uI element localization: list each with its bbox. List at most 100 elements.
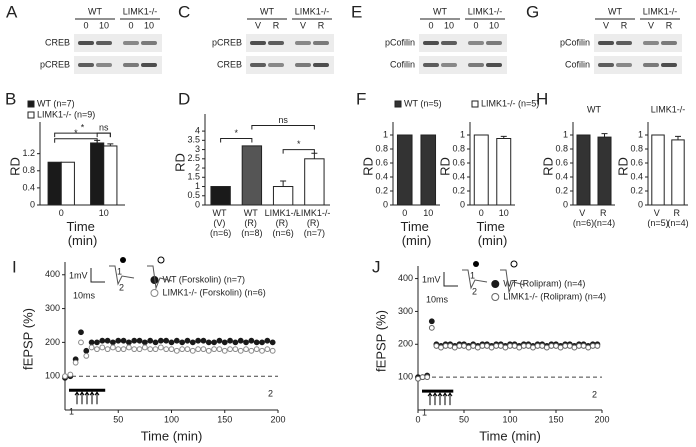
data-point — [415, 375, 421, 382]
blot-background — [419, 56, 507, 74]
data-point — [488, 344, 495, 351]
significance-label: * — [81, 123, 85, 133]
blot-band — [486, 63, 502, 67]
data-point — [110, 339, 116, 346]
lane-label: V — [300, 20, 306, 30]
data-point — [232, 346, 239, 353]
data-point — [136, 346, 143, 353]
data-point — [163, 337, 170, 344]
y-tick-label: 0.8 — [22, 165, 35, 175]
blot-band — [313, 41, 329, 45]
blot-band — [486, 41, 502, 45]
significance-label: ns — [99, 123, 109, 133]
data-point — [216, 337, 223, 344]
trace-marker — [473, 261, 479, 267]
data-point — [566, 343, 573, 349]
y-axis-label: fEPSP (%) — [20, 308, 35, 370]
y-tick-label: 0.6 — [452, 157, 465, 167]
y-tick-label: 1.5 — [187, 172, 200, 182]
y-tick-label: 0.4 — [22, 182, 35, 192]
blot-band — [78, 41, 94, 45]
data-point — [237, 337, 244, 344]
y-tick-label: 0.6 — [630, 157, 643, 167]
y-tick-label: 0 — [638, 199, 643, 209]
bar — [90, 142, 105, 206]
data-point — [83, 353, 90, 359]
data-point — [465, 344, 472, 351]
data-point — [227, 337, 233, 344]
y-tick-label: 0.8 — [375, 143, 388, 153]
lane-label: 10 — [444, 20, 454, 30]
annotation: 1 — [422, 408, 427, 418]
significance-bracket — [54, 138, 98, 143]
y-tick-label: 0.8 — [630, 143, 643, 153]
legend-label: LIMK1-/- (Rolipram) (n=4) — [503, 291, 606, 301]
blot-background — [594, 56, 682, 74]
bar — [241, 145, 263, 206]
data-point — [497, 343, 504, 349]
bar — [47, 161, 62, 206]
data-point — [179, 339, 186, 346]
y-tick-label: 1 — [383, 129, 388, 139]
blot-band — [250, 63, 266, 67]
data-point — [253, 346, 260, 353]
x-tick-label: 50 — [113, 414, 123, 424]
data-point — [195, 337, 202, 344]
group-label: LIMK1-/- — [468, 6, 503, 16]
y-axis-label: RD — [172, 153, 187, 172]
y-tick-label: 4 — [195, 125, 200, 135]
data-point — [543, 344, 550, 351]
scale-bar — [90, 268, 105, 283]
data-point — [232, 339, 239, 346]
lane-label: 0 — [128, 20, 133, 30]
y-tick-label: 2 — [195, 162, 200, 172]
data-point — [447, 343, 454, 349]
data-point — [511, 343, 518, 349]
data-point — [428, 318, 435, 325]
error-bar — [311, 152, 318, 159]
data-point — [557, 344, 564, 351]
error-bar — [675, 135, 681, 140]
significance-bracket — [220, 137, 253, 143]
blot-band — [123, 41, 139, 45]
lane-label: R — [273, 20, 280, 30]
x-tick-label: 100 — [502, 414, 517, 424]
data-point — [152, 339, 159, 346]
x-tick-label: 0 — [479, 208, 484, 218]
blot-band — [141, 63, 157, 67]
data-point — [248, 337, 255, 344]
legend-label: LIMK1-/- (Forskolin) (n=6) — [162, 287, 265, 297]
y-tick-label: 0.6 — [555, 157, 568, 167]
lane-label: 0 — [83, 20, 88, 30]
group-label: LIMK1-/- — [123, 6, 158, 16]
x-tick-label: 0 — [402, 208, 407, 218]
data-point — [168, 346, 175, 353]
data-point — [227, 346, 233, 353]
data-point — [62, 373, 68, 380]
data-point — [104, 346, 111, 353]
y-tick-label: 100 — [45, 371, 60, 381]
panel-letter: F — [356, 89, 366, 108]
y-tick-label: 1 — [460, 129, 465, 139]
data-point — [136, 337, 143, 344]
y-axis-label: RD — [360, 157, 375, 176]
stimulus-arrow — [79, 391, 85, 405]
significance-label: * — [234, 128, 238, 138]
data-point — [470, 343, 477, 349]
blot-band — [468, 63, 484, 67]
data-point — [147, 346, 154, 353]
data-point — [168, 339, 175, 346]
y-tick-label: 400 — [398, 273, 413, 283]
annotation: 10ms — [73, 290, 96, 300]
x-tick-label: WT (V) (n=6) — [210, 208, 231, 238]
row-label: Cofilin — [565, 59, 590, 69]
data-point — [104, 337, 111, 344]
row-label: CREB — [45, 37, 70, 47]
data-point — [152, 346, 159, 353]
data-point — [205, 339, 212, 346]
x-axis-label: Time (min) — [66, 219, 98, 248]
x-tick-label: R (n=4) — [594, 208, 615, 228]
row-label: pCREB — [40, 59, 70, 69]
panel-letter: D — [178, 89, 190, 108]
